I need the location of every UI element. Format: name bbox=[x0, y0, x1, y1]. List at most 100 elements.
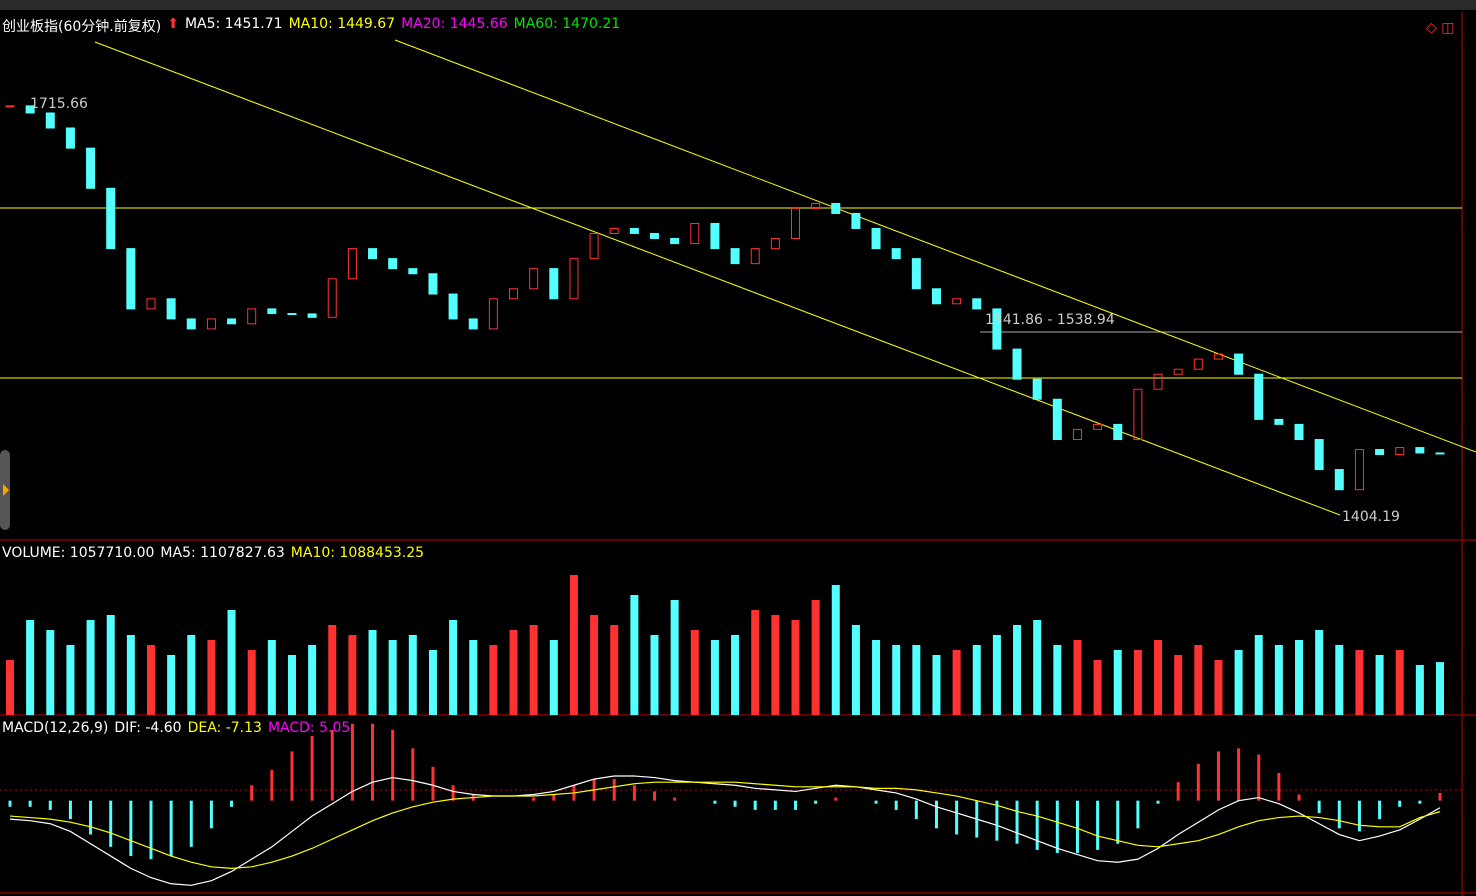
volume-bar bbox=[912, 645, 921, 715]
volume-bar bbox=[791, 620, 800, 715]
up-arrow-icon: ⬆ bbox=[167, 16, 179, 32]
candle bbox=[428, 273, 438, 295]
price-annotation: 1715.66 bbox=[30, 96, 88, 112]
volume-bar bbox=[851, 625, 860, 715]
volume-bar bbox=[1355, 650, 1364, 715]
candle bbox=[952, 298, 962, 305]
indicator-label: DIF: -4.60 bbox=[114, 720, 182, 736]
candle bbox=[408, 268, 418, 275]
candle bbox=[267, 308, 277, 315]
indicator-label: DEA: -7.13 bbox=[187, 720, 262, 736]
candle bbox=[911, 258, 921, 290]
candle bbox=[1375, 449, 1385, 456]
volume-bar bbox=[972, 645, 981, 715]
volume-bar bbox=[227, 610, 236, 715]
volume-bar bbox=[287, 655, 296, 715]
volume-bar bbox=[1315, 630, 1324, 715]
candle bbox=[347, 248, 357, 280]
volume-bar bbox=[892, 645, 901, 715]
volume-bar bbox=[771, 615, 780, 715]
volume-bar bbox=[46, 630, 55, 715]
volume-bar bbox=[1254, 635, 1263, 715]
menu-bar bbox=[0, 0, 1476, 10]
candle bbox=[327, 278, 337, 318]
volume-bar bbox=[106, 615, 115, 715]
volume-header: VOLUME: 1057710.00 MA5: 1107827.63 MA10: 1… bbox=[2, 545, 424, 561]
volume-bar bbox=[1174, 655, 1183, 715]
candle bbox=[811, 202, 821, 209]
candle bbox=[227, 318, 237, 325]
candle bbox=[1354, 449, 1364, 491]
candle bbox=[5, 105, 15, 108]
volume-bar bbox=[1194, 645, 1203, 715]
candle bbox=[166, 298, 176, 320]
indicator-label: VOLUME: 1057710.00 bbox=[2, 545, 155, 561]
candle bbox=[1032, 378, 1042, 400]
volume-bar bbox=[86, 620, 95, 715]
volume-bar bbox=[6, 660, 14, 715]
indicator-label: MA20: 1445.66 bbox=[401, 16, 508, 32]
candle bbox=[1415, 447, 1425, 454]
candle bbox=[750, 248, 760, 265]
candle bbox=[509, 288, 519, 300]
dif-line bbox=[9, 775, 1441, 886]
candle bbox=[1093, 423, 1103, 430]
candle bbox=[1173, 368, 1183, 375]
volume-bar bbox=[569, 575, 578, 715]
price-header: 创业板指(60分钟.前复权) ⬆ MA5: 1451.71 MA10: 1449.6… bbox=[2, 16, 620, 36]
candle bbox=[1113, 423, 1123, 441]
volume-bar bbox=[1375, 655, 1384, 715]
candle bbox=[871, 227, 881, 250]
candle bbox=[629, 227, 639, 234]
candle bbox=[851, 212, 861, 229]
candle bbox=[1133, 388, 1143, 441]
volume-bar bbox=[26, 620, 35, 715]
volume-bar bbox=[670, 600, 679, 715]
price-title: 创业板指(60分钟.前复权) bbox=[2, 19, 162, 35]
window-icons[interactable]: ◇ ◫ bbox=[1426, 20, 1454, 36]
candle bbox=[1435, 452, 1445, 455]
volume-bar bbox=[207, 640, 216, 715]
candle bbox=[831, 202, 841, 214]
volume-bar bbox=[1214, 660, 1223, 715]
volume-bar bbox=[529, 625, 538, 715]
volume-bar bbox=[489, 645, 498, 715]
volume-bar bbox=[449, 620, 458, 715]
candle bbox=[146, 298, 156, 310]
candle bbox=[287, 313, 297, 316]
candle bbox=[86, 147, 96, 189]
volume-bar bbox=[992, 635, 1001, 715]
volume-bar bbox=[1295, 640, 1304, 715]
trend-line bbox=[94, 41, 1341, 516]
candle bbox=[25, 105, 35, 114]
volume-bar bbox=[509, 630, 518, 715]
candle bbox=[1193, 358, 1203, 370]
candle bbox=[65, 127, 75, 149]
candle bbox=[468, 318, 478, 330]
volume-bar bbox=[1053, 645, 1062, 715]
candle bbox=[730, 248, 740, 265]
volume-bar bbox=[428, 650, 437, 715]
volume-bar bbox=[348, 635, 357, 715]
volume-bar bbox=[408, 635, 417, 715]
volume-bar bbox=[368, 630, 377, 715]
volume-bar bbox=[872, 640, 881, 715]
volume-bar bbox=[811, 600, 820, 715]
candle bbox=[448, 293, 458, 320]
candle bbox=[891, 248, 901, 260]
indicator-label: MA10: 1449.67 bbox=[288, 16, 396, 32]
candle bbox=[529, 268, 539, 290]
candle bbox=[388, 258, 398, 270]
volume-bar bbox=[1033, 620, 1042, 715]
volume-bar bbox=[630, 595, 639, 715]
candle bbox=[186, 318, 196, 330]
volume-bar bbox=[308, 645, 317, 715]
candle bbox=[1314, 439, 1324, 471]
volume-bar bbox=[1013, 625, 1022, 715]
candle bbox=[1052, 398, 1062, 441]
candle bbox=[1395, 447, 1405, 456]
volume-bar bbox=[610, 625, 619, 715]
volume-bar bbox=[469, 640, 478, 715]
